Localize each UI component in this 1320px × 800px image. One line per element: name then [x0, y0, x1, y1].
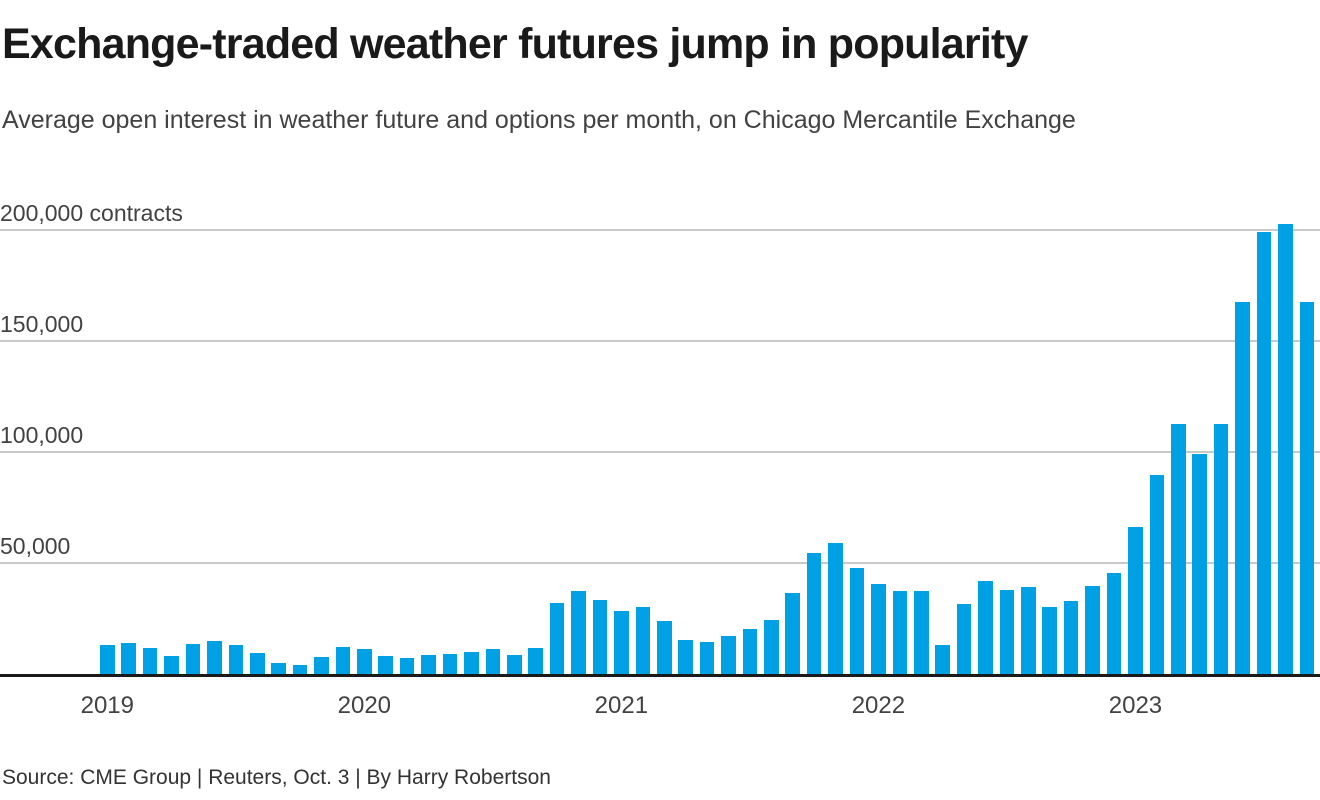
gridline-200000 [0, 229, 1320, 232]
gridline-100000 [0, 451, 1320, 454]
x-axis-year-label-2021: 2021 [594, 692, 649, 719]
bar-oct-2022 [1063, 601, 1079, 674]
bar-feb-2021 [635, 607, 651, 674]
bar-aug-2022 [1021, 587, 1036, 674]
bar-jun-2022 [978, 580, 993, 674]
bar-dec-2019 [335, 646, 351, 674]
bar-aug-2020 [506, 655, 522, 674]
chart-subtitle: Average open interest in weather future … [2, 106, 1076, 134]
bar-mar-2021 [656, 621, 672, 674]
bar-apr-2019 [164, 656, 179, 674]
bar-aug-2021 [764, 619, 779, 674]
x-axis-year-label-2022: 2022 [851, 692, 906, 719]
bar-aug-2023 [1278, 224, 1293, 674]
bar-feb-2020 [378, 656, 394, 674]
source-attribution: Source: CME Group | Reuters, Oct. 3 | By… [2, 766, 551, 789]
x-axis-line [0, 674, 1320, 677]
bar-jul-2021 [742, 628, 758, 674]
bar-nov-2022 [1085, 585, 1100, 674]
bar-jun-2020 [464, 652, 479, 674]
y-tick-label-200000: 200,000 contracts [0, 200, 183, 227]
bar-mar-2022 [913, 591, 929, 674]
gridline-150000 [0, 340, 1320, 343]
bar-nov-2021 [828, 543, 843, 674]
bar-jul-2023 [1256, 231, 1272, 674]
bar-oct-2019 [292, 665, 308, 674]
bar-mar-2019 [142, 648, 158, 674]
bar-apr-2021 [678, 639, 693, 674]
bar-jun-2023 [1235, 301, 1250, 674]
bar-dec-2022 [1106, 573, 1122, 674]
bar-apr-2020 [421, 655, 436, 674]
bar-sep-2023 [1299, 301, 1315, 674]
bar-apr-2022 [935, 644, 950, 674]
bar-jan-2021 [614, 610, 629, 674]
bar-aug-2019 [249, 653, 265, 674]
bar-may-2021 [699, 642, 715, 674]
bar-may-2023 [1213, 424, 1229, 674]
x-axis-year-label-2020: 2020 [337, 692, 392, 719]
x-axis-year-label-2023: 2023 [1108, 692, 1163, 719]
bar-sep-2022 [1042, 606, 1058, 674]
bar-jan-2022 [871, 584, 886, 674]
bar-jun-2019 [207, 641, 222, 674]
bar-oct-2021 [806, 553, 822, 674]
bar-may-2020 [442, 654, 458, 674]
gridline-50000 [0, 562, 1320, 565]
bar-apr-2023 [1192, 453, 1207, 674]
bar-nov-2020 [571, 590, 586, 674]
bar-may-2022 [956, 604, 972, 674]
y-tick-label-100000: 100,000 [0, 422, 84, 449]
bar-dec-2020 [592, 599, 608, 674]
bar-jan-2019 [100, 645, 115, 674]
bar-jul-2022 [999, 589, 1015, 674]
bar-feb-2022 [892, 591, 908, 674]
bar-sep-2020 [528, 647, 543, 674]
bar-sep-2021 [785, 593, 801, 674]
bar-feb-2019 [121, 642, 136, 674]
bar-oct-2020 [549, 603, 565, 674]
bar-dec-2021 [849, 567, 865, 674]
bar-jan-2020 [357, 649, 372, 674]
y-tick-label-150000: 150,000 [0, 311, 84, 338]
bar-may-2019 [185, 644, 201, 674]
bar-nov-2019 [314, 657, 329, 674]
bar-jul-2019 [228, 644, 244, 674]
bar-jul-2020 [485, 649, 501, 674]
x-axis-year-label-2019: 2019 [80, 692, 134, 719]
bar-jan-2023 [1128, 526, 1143, 674]
bar-mar-2020 [399, 658, 415, 674]
chart-title: Exchange-traded weather futures jump in … [2, 20, 1028, 68]
y-tick-label-50000: 50,000 [0, 533, 71, 560]
bar-mar-2023 [1171, 424, 1186, 674]
bar-jun-2021 [721, 636, 736, 674]
bar-sep-2019 [271, 663, 286, 674]
bar-feb-2023 [1149, 475, 1165, 674]
